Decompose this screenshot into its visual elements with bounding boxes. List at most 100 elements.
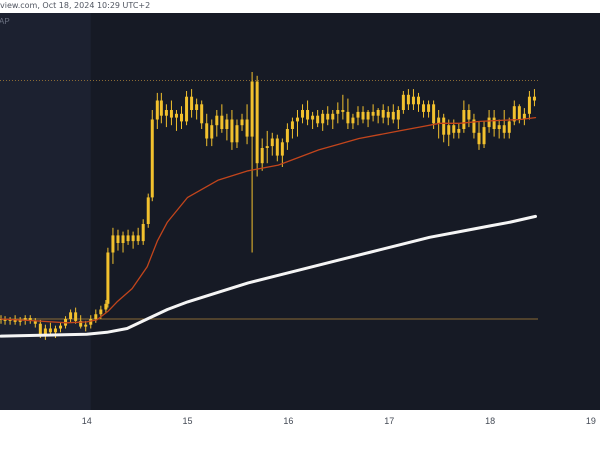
candle-body <box>401 94 405 110</box>
x-tick-label: 14 <box>82 416 92 426</box>
candle-body <box>169 110 173 118</box>
candle-body <box>260 148 264 164</box>
candle-body <box>502 125 506 133</box>
candle-body <box>28 318 32 321</box>
candle-body <box>116 235 120 243</box>
x-axis-background <box>0 410 600 430</box>
shaded-session-region <box>0 13 91 410</box>
candle-body <box>366 111 370 120</box>
candle-body <box>205 123 209 139</box>
candle-body <box>341 110 345 112</box>
candle-body <box>275 138 279 156</box>
candle-body <box>240 119 244 126</box>
x-tick-label: 19 <box>586 416 596 426</box>
candle-body <box>131 235 135 242</box>
indicator-label: AP <box>0 17 10 26</box>
candle-body <box>13 319 17 322</box>
candle-body <box>43 328 47 335</box>
candle-body <box>250 81 254 137</box>
candle-body <box>280 142 284 156</box>
candle-body <box>381 110 385 118</box>
candle-body <box>245 119 249 137</box>
fast-moving-average-line <box>0 116 537 324</box>
candle-body <box>482 127 486 145</box>
x-tick-label: 16 <box>283 416 293 426</box>
candle-body <box>190 96 194 110</box>
candle-body <box>33 320 37 324</box>
candle-body <box>427 104 431 112</box>
bottom-margin <box>0 430 600 450</box>
candle-body <box>497 125 501 129</box>
candle-body <box>396 110 400 120</box>
chart-header: view.com, Oct 18, 2024 10:29 UTC+2 <box>0 0 600 13</box>
candle-body <box>442 117 446 135</box>
candle-body <box>104 303 108 310</box>
candle-body <box>346 111 350 124</box>
candle-body <box>326 113 330 120</box>
candle-body <box>159 100 163 116</box>
x-tick-label: 17 <box>384 416 394 426</box>
candle-body <box>371 111 375 116</box>
candle-body <box>507 121 511 133</box>
candle-body <box>220 115 224 129</box>
candle-body <box>492 117 496 129</box>
candle-body <box>79 320 83 327</box>
candle-body <box>210 125 214 139</box>
candle-body <box>462 110 466 129</box>
candle-body <box>447 125 451 135</box>
candle-body <box>452 125 456 133</box>
chart-background <box>0 13 600 410</box>
candle-body <box>38 323 42 335</box>
candle-body <box>84 324 88 327</box>
candle-body <box>351 117 355 124</box>
candle-body <box>422 104 426 112</box>
candle-body <box>477 132 481 145</box>
candle-body <box>532 96 536 101</box>
candle-body <box>472 119 476 133</box>
candle-body <box>391 111 395 120</box>
candle-body <box>290 121 294 129</box>
candle-body <box>235 125 239 143</box>
candle-body <box>522 113 526 120</box>
candle-body <box>48 328 52 333</box>
candle-body <box>69 312 73 319</box>
candle-body <box>416 96 420 105</box>
candle-body <box>321 113 325 124</box>
x-axis: 14 15 16 17 18 19 <box>82 416 596 426</box>
candle-body <box>467 110 471 120</box>
candle-body <box>432 104 436 124</box>
candle-body <box>301 110 305 118</box>
candle-body <box>18 319 22 322</box>
candle-body <box>141 224 145 242</box>
candle-body <box>185 96 189 122</box>
candle-body <box>3 319 7 321</box>
candle-body <box>146 197 150 224</box>
candle-body <box>270 138 274 147</box>
candle-body <box>487 117 491 128</box>
candle-body <box>316 115 320 124</box>
candle-body <box>195 104 199 110</box>
candle-body <box>111 235 115 253</box>
candle-body <box>311 115 315 120</box>
candle-body <box>200 104 204 124</box>
candle-body <box>517 106 521 120</box>
x-tick-label: 15 <box>183 416 193 426</box>
candle-body <box>527 96 531 114</box>
candle-body <box>121 235 125 243</box>
candle-body <box>285 129 289 143</box>
candle-body <box>89 319 93 325</box>
candle-body <box>53 328 57 333</box>
candle-body <box>411 96 415 105</box>
candle-body <box>361 111 365 120</box>
candle-body <box>336 110 340 114</box>
candle-body <box>295 117 299 122</box>
x-tick-label: 18 <box>485 416 495 426</box>
candle-body <box>23 318 27 320</box>
candle-body <box>74 312 78 321</box>
candle-body <box>164 110 168 116</box>
candle-body <box>126 235 130 242</box>
candle-body <box>306 110 310 120</box>
watermark-text: view.com, Oct 18, 2024 10:29 UTC+2 <box>0 1 151 10</box>
candlestick-series <box>0 72 536 340</box>
